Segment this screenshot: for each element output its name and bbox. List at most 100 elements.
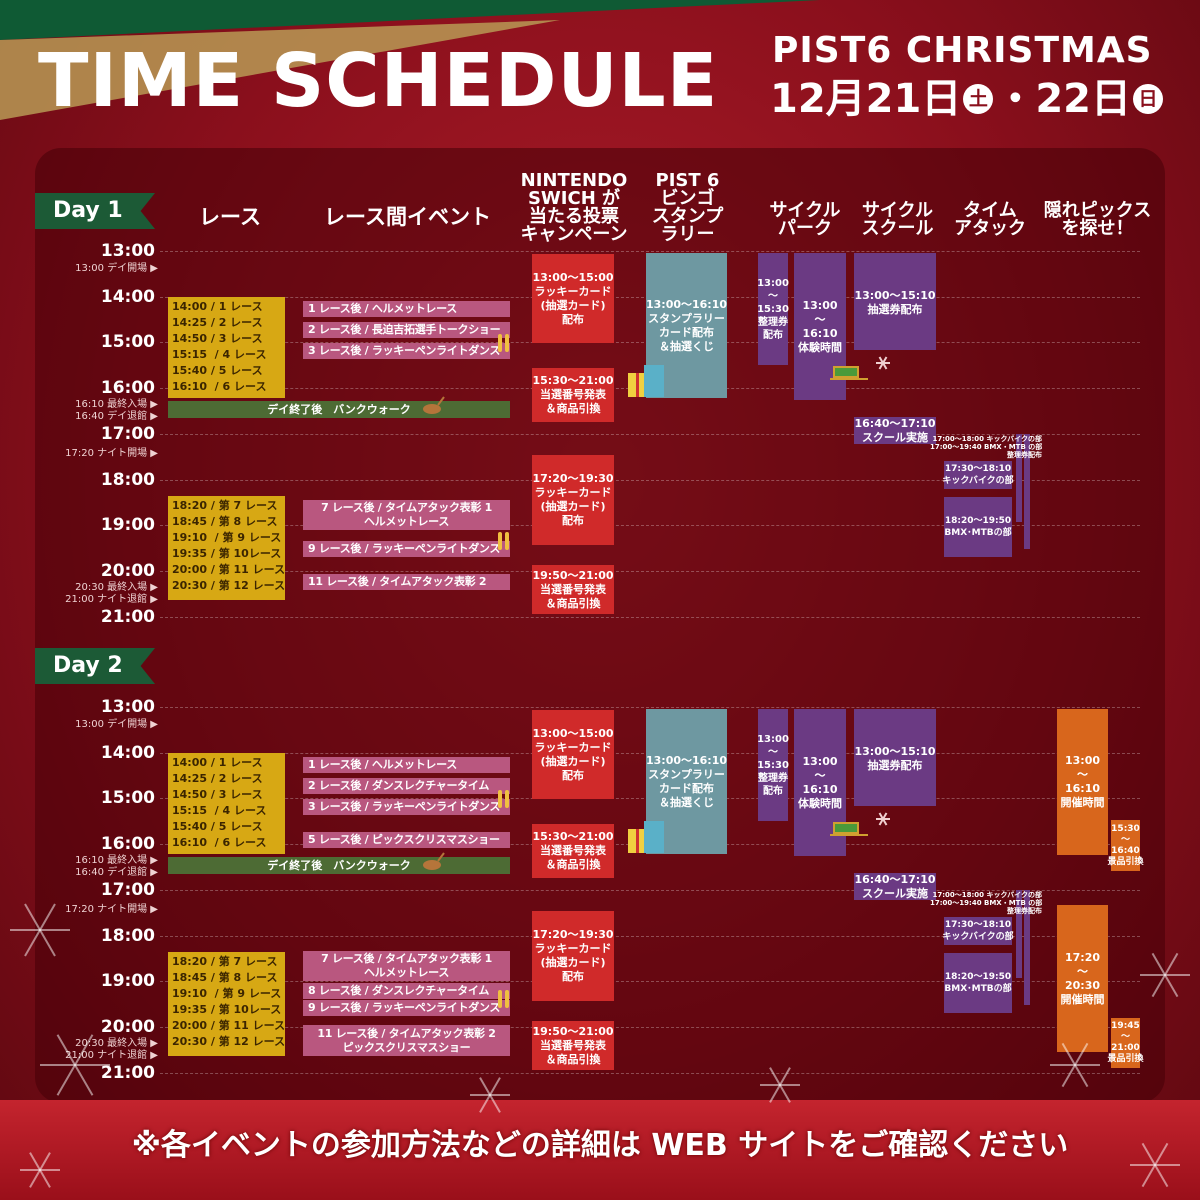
nintendo-campaign-block: 13:00〜15:00 ラッキーカード (抽選カード) 配布 — [532, 254, 614, 343]
column-header: レース間イベント — [324, 205, 491, 229]
timeattack-bar — [1024, 890, 1030, 1005]
cycle-park-experience-block: 13:00 〜 16:10 体験時間 — [794, 253, 846, 400]
hour-label: 20:00 — [100, 560, 155, 581]
bankwalk-bar: デイ終了後 バンクウォーク — [168, 401, 510, 418]
event-item: 8 レース後 / ダンスレクチャータイム — [303, 983, 510, 999]
hour-label: 19:00 — [100, 971, 155, 992]
column-header: サイクル スクール — [861, 200, 934, 239]
hour-gridline — [160, 981, 1140, 983]
event-item: 9 レース後 / ラッキーペンライトダンス — [303, 1000, 510, 1016]
venue-marker: 21:00 ナイト退館 ▶ — [65, 1050, 158, 1061]
venue-marker: 16:10 最終入場 ▶ — [75, 399, 158, 410]
date-first: 12月21日 — [770, 76, 962, 122]
hour-gridline — [160, 479, 1140, 481]
hour-gridline — [160, 525, 1140, 527]
race-block: 14:00 / 1 レース 14:25 / 2 レース 14:50 / 3 レー… — [168, 753, 285, 854]
hour-label: 15:00 — [100, 332, 155, 353]
event-item: 3 レース後 / ラッキーペンライトダンス — [303, 799, 510, 815]
timeattack-bmx-block: 18:20〜19:50 BMX･MTBの部 — [944, 953, 1012, 1013]
column-header: NINTENDO SWICH が 当たる投票 キャンペーン — [520, 170, 628, 245]
cycle-park-ticket-block: 13:00 〜 15:30 整理券 配布 — [757, 253, 789, 365]
venue-marker: 13:00 デイ開場 ▶ — [75, 263, 158, 274]
nintendo-campaign-block: 17:20〜19:30 ラッキーカード (抽選カード) 配布 — [532, 455, 614, 545]
cycle-park-ticket-block: 13:00 〜 15:30 整理券 配布 — [757, 709, 789, 821]
day-label: Day 1 — [35, 193, 155, 229]
hidden-pics-block: 19:45 〜 21:00 景品引換 — [1108, 1018, 1144, 1068]
column-header: タイム アタック — [954, 200, 1026, 239]
event-name: PIST6 CHRISTMAS — [772, 30, 1153, 71]
venue-marker: 13:00 デイ開場 ▶ — [75, 719, 158, 730]
race-block: 14:00 / 1 レース 14:25 / 2 レース 14:50 / 3 レー… — [168, 297, 285, 398]
hour-label: 17:00 — [100, 879, 155, 900]
venue-marker: 16:10 最終入場 ▶ — [75, 855, 158, 866]
hour-label: 16:00 — [100, 378, 155, 399]
hour-label: 14:00 — [100, 286, 155, 307]
event-item: 11 レース後 / タイムアタック表彰 2 — [303, 574, 510, 590]
timeattack-ticket-note: 17:00〜18:00 キックバイクの部 17:00〜19:40 BMX・MTB… — [930, 891, 1043, 915]
nintendo-campaign-block: 19:50〜21:00 当選番号発表 ＆商品引換 — [532, 1021, 614, 1070]
hour-gridline — [160, 570, 1140, 572]
venue-marker: 16:40 デイ退館 ▶ — [75, 867, 158, 878]
cycle-school-ticket-block: 13:00〜15:10 抽選券配布 — [854, 253, 936, 350]
date-second: ・22日 — [995, 76, 1131, 122]
column-header: PIST 6 ビンゴ スタンプ ラリー — [651, 170, 724, 245]
cycle-school-session-block: 16:40〜17:10 スクール実施 — [854, 872, 936, 900]
hour-gridline — [160, 1072, 1140, 1074]
venue-marker: 20:30 最終入場 ▶ — [75, 1038, 158, 1049]
race-block: 18:20 / 第 7 レース 18:45 / 第 8 レース 19:10 / … — [168, 496, 285, 600]
hour-gridline — [160, 935, 1140, 937]
hour-gridline — [160, 1026, 1140, 1028]
bingo-stamp-rally-block: 13:00〜16:10 スタンプラリー カード配布 ＆抽選くじ — [646, 253, 727, 398]
hour-label: 16:00 — [100, 834, 155, 855]
event-item: 7 レース後 / タイムアタック表彰 1 ヘルメットレース — [303, 500, 510, 530]
day-label: Day 2 — [35, 648, 155, 684]
cycle-school-ticket-block: 13:00〜15:10 抽選券配布 — [854, 709, 936, 806]
page-title: TIME SCHEDULE — [38, 38, 719, 124]
cycle-school-session-block: 16:40〜17:10 スクール実施 — [854, 416, 936, 444]
venue-marker: 17:20 ナイト開場 ▶ — [65, 904, 158, 915]
hour-label: 13:00 — [100, 241, 155, 261]
footer-note: ※各イベントの参加方法などの詳細は WEB サイトをご確認ください — [131, 1128, 1069, 1163]
hour-label: 20:00 — [100, 1016, 155, 1037]
race-block: 18:20 / 第 7 レース 18:45 / 第 8 レース 19:10 / … — [168, 952, 285, 1056]
column-header: サイクル パーク — [769, 200, 841, 239]
hour-label: 18:00 — [100, 469, 155, 490]
hidden-pics-block: 15:30 〜 16:40 景品引換 — [1108, 820, 1144, 871]
hour-gridline — [160, 433, 1140, 435]
event-item: 9 レース後 / ラッキーペンライトダンス — [303, 541, 510, 557]
hour-label: 21:00 — [100, 1062, 155, 1083]
hour-gridline — [160, 889, 1140, 891]
nintendo-campaign-block: 15:30〜21:00 当選番号発表 ＆商品引換 — [532, 368, 614, 422]
event-item: 5 レース後 / ピックスクリスマスショー — [303, 832, 510, 848]
weekday-sun: 日 — [1133, 84, 1163, 114]
weekday-sat: 土 — [963, 84, 994, 114]
event-item: 2 レース後 / 長迫吉拓選手トークショー — [303, 322, 510, 338]
timeattack-kickbike-block: 17:30〜18:10 キックバイクの部 — [942, 917, 1014, 945]
nintendo-campaign-block: 17:20〜19:30 ラッキーカード (抽選カード) 配布 — [532, 911, 614, 1001]
column-header: レース — [199, 205, 261, 229]
hour-label: 14:00 — [100, 742, 155, 763]
nintendo-campaign-block: 15:30〜21:00 当選番号発表 ＆商品引換 — [532, 824, 614, 878]
event-item: 11 レース後 / タイムアタック表彰 2 ピックスクリスマスショー — [303, 1025, 510, 1056]
nintendo-campaign-block: 19:50〜21:00 当選番号発表 ＆商品引換 — [532, 565, 614, 614]
hidden-pics-block: 17:20 〜 20:30 開催時間 — [1057, 905, 1108, 1052]
nintendo-campaign-block: 13:00〜15:00 ラッキーカード (抽選カード) 配布 — [532, 710, 614, 799]
event-item: 1 レース後 / ヘルメットレース — [303, 301, 510, 317]
event-date: 12月21日 土 ・22日 日 — [770, 76, 1165, 122]
event-item: 3 レース後 / ラッキーペンライトダンス — [303, 343, 510, 359]
timeattack-bar — [1024, 434, 1030, 549]
timeattack-ticket-note: 17:00〜18:00 キックバイクの部 17:00〜19:40 BMX・MTB… — [930, 435, 1043, 459]
timeattack-bar — [1016, 890, 1022, 978]
timeattack-kickbike-block: 17:30〜18:10 キックバイクの部 — [942, 461, 1014, 489]
hour-gridline — [160, 707, 1140, 708]
venue-marker: 21:00 ナイト退館 ▶ — [65, 594, 158, 605]
event-item: 1 レース後 / ヘルメットレース — [303, 757, 510, 773]
hour-gridline — [160, 616, 1140, 618]
hour-label: 18:00 — [100, 925, 155, 946]
hour-label: 17:00 — [100, 423, 155, 444]
timeattack-bar — [1016, 434, 1022, 522]
event-item: 2 レース後 / ダンスレクチャータイム — [303, 778, 510, 794]
event-item: 7 レース後 / タイムアタック表彰 1 ヘルメットレース — [303, 951, 510, 981]
venue-marker: 16:40 デイ退館 ▶ — [75, 411, 158, 422]
hour-gridline — [160, 251, 1140, 252]
